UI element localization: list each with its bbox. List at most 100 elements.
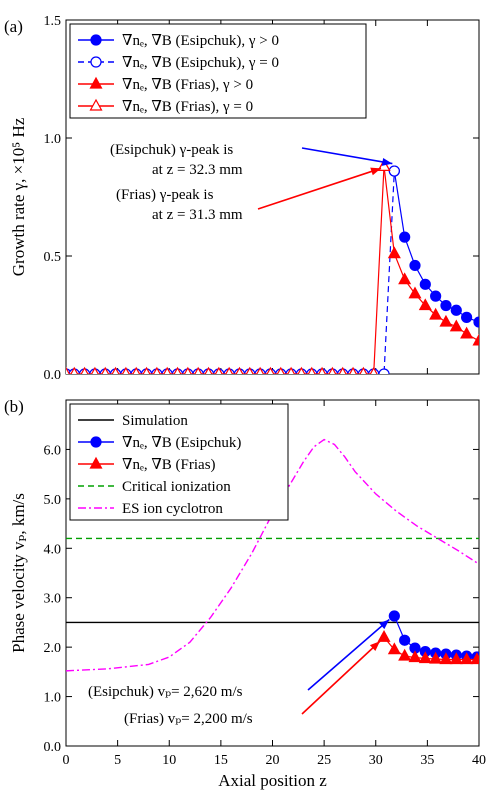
y-tick-label: 1.5 [44,14,62,29]
data-point [369,366,378,374]
legend-label: ∇nₑ, ∇B (Frias), γ > 0 [122,77,253,93]
data-point [349,366,358,374]
annotation-text: at z = 31.3 mm [152,207,243,223]
data-point [419,278,431,290]
x-tick-label: 30 [369,753,383,768]
y-tick-label: 2.0 [44,641,62,656]
data-point [418,298,432,311]
annotation-text: (Frias) vₚ= 2,200 m/s [124,711,253,727]
x-tick-label: 0 [63,753,70,768]
y-axis-label: Growth rate γ, ×10⁵ Hz [9,117,28,276]
data-point [460,326,474,339]
data-point [472,333,479,346]
data-point [398,272,412,285]
data-point [235,366,244,374]
annotation-text: (Frias) γ-peak is [116,187,214,203]
x-tick-label: 10 [162,753,176,768]
panel-label: (b) [4,397,24,416]
data-point [66,366,70,374]
x-tick-label: 35 [420,753,434,768]
annotation-arrow-line [301,640,381,715]
series-line-4 [66,438,479,672]
annotation-arrow-head [381,157,393,166]
y-tick-label: 1.0 [44,691,62,706]
x-tick-label: 20 [266,753,280,768]
y-tick-label: 6.0 [44,443,62,458]
legend-label: ∇nₑ, ∇B (Frias), γ = 0 [122,99,253,115]
legend-label: ∇nₑ, ∇B (Esipchuk), γ > 0 [122,33,279,49]
annotation-arrow-head [369,641,380,652]
legend-box [69,23,367,119]
legend-label: ∇nₑ, ∇B (Esipchuk) [122,435,241,451]
legend-label: ∇nₑ, ∇B (Esipchuk), γ = 0 [122,55,279,71]
y-tick-label: 3.0 [44,592,62,607]
data-point [214,366,223,374]
data-point [399,634,411,646]
data-point [449,652,463,665]
y-tick-label: 0.0 [44,740,62,755]
data-point [328,366,337,374]
data-point [429,307,443,320]
annotation-arrow-line [301,147,393,165]
data-point [307,366,316,374]
data-point [470,652,479,665]
data-point [408,286,422,299]
data-point [163,366,172,374]
data-point [473,316,479,328]
x-tick-label: 25 [317,753,331,768]
data-point [132,366,141,374]
data-point [409,259,421,272]
data-point [449,319,463,332]
data-point [429,651,443,664]
annotation-arrow-line [307,618,390,691]
y-tick-label: 0.0 [44,368,62,383]
data-point [111,366,120,374]
panel-a-growth-rate: 0.0 0.5 1.0 1.5 (a) Growth rate γ, ×10⁵ Hz ∇nₑ… [4,14,480,383]
annotation-text: at z = 32.3 mm [152,162,243,178]
legend-label: ES ion cyclotron [122,501,223,517]
data-point [338,366,347,374]
annotation-arrow-head [370,167,382,176]
data-point [90,366,99,374]
data-point [399,231,411,243]
y-tick-label: 5.0 [44,493,62,508]
x-axis-label: Axial position z [218,771,327,790]
legend-marker [90,56,102,68]
annotation-arrow-head [379,619,390,630]
panel-b-phase-velocity: 0 5 10 15 20 25 30 35 40 0.0 1.0 2.0 3.0 4.0 5.0 6.0 (b)… [4,397,486,790]
data-point [439,314,453,327]
data-point [430,290,442,302]
data-point [318,366,327,374]
data-point [80,366,89,374]
data-point [173,366,182,374]
legend-marker [89,76,103,89]
data-point [204,366,213,374]
legend-marker [90,436,102,448]
data-point [450,304,462,316]
annotation-arrow-line [257,167,382,210]
x-tick-label: 5 [114,753,121,768]
y-tick-label: 4.0 [44,542,62,557]
series-line-3 [66,166,385,374]
legend-marker [89,456,103,469]
data-point [70,366,79,374]
data-point [439,652,453,665]
legend-label: Critical ionization [122,479,231,495]
legend-label: Simulation [122,413,188,429]
data-point [377,630,391,642]
x-tick-label: 40 [472,753,486,768]
x-tick-label: 15 [214,753,228,768]
data-point [287,366,296,374]
plot-area [66,159,479,374]
data-point [266,366,275,374]
data-point [359,366,368,374]
legend-box [69,403,289,521]
data-point [418,651,432,664]
legend-marker [90,34,102,46]
y-tick-label: 1.0 [44,132,62,147]
data-point [398,648,412,661]
data-point [440,299,452,312]
data-point [245,366,254,374]
data-point [225,366,234,374]
